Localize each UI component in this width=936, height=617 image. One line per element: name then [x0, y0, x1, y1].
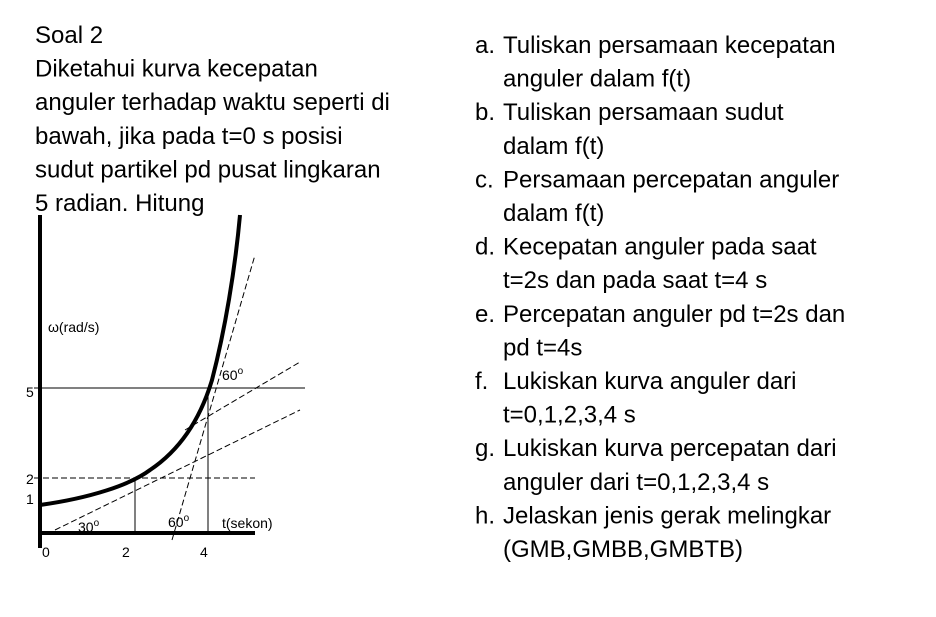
degree-sign: o [94, 518, 100, 529]
y-tick-label: 2 [26, 471, 34, 487]
question-line: Jelaskan jenis gerak melingkar [503, 502, 831, 529]
intro-line: Diketahui kurva kecepatan [35, 56, 318, 83]
intro-line: bawah, jika pada t=0 s posisi [35, 123, 343, 150]
y-axis-label: ω(rad/s) [48, 319, 99, 335]
question-letter: d. [475, 234, 495, 261]
question-line: anguler dalam f(t) [503, 66, 691, 93]
question-letter: h. [475, 502, 495, 529]
intro-line: 5 radian. Hitung [35, 190, 204, 217]
angle-label: 60o [222, 366, 244, 383]
curve [39, 214, 242, 507]
question-line: dalam f(t) [503, 200, 604, 227]
x-tick-label: 2 [122, 544, 130, 560]
question-letter: e. [475, 301, 495, 328]
degree-sign: o [238, 366, 244, 377]
graph-lines [34, 214, 305, 548]
question-letter: f. [475, 368, 488, 395]
x-axis-label: t(sekon) [222, 515, 273, 531]
intro-line: sudut partikel pd pusat lingkaran [35, 156, 381, 183]
question-letter: b. [475, 99, 495, 126]
question-letter: a. [475, 32, 495, 59]
intro-line: anguler terhadap waktu seperti di [35, 89, 390, 116]
question-line: Tuliskan persamaan kecepatan [503, 32, 836, 59]
y-tick-label: 5 [26, 384, 34, 400]
question-letter: g. [475, 435, 495, 462]
question-line: Kecepatan anguler pada saat [503, 234, 817, 261]
question-letter: c. [475, 166, 494, 193]
question-line: Persamaan percepatan anguler [503, 166, 839, 193]
angle-label: 60o [168, 513, 190, 530]
question-line: pd t=4s [503, 334, 582, 361]
question-line: dalam f(t) [503, 133, 604, 160]
title: Soal 2 [35, 22, 103, 49]
question-line: t=2s dan pada saat t=4 s [503, 267, 767, 294]
question-line: Percepatan anguler pd t=2s dan [503, 301, 845, 328]
question-line: Lukiskan kurva anguler dari [503, 368, 797, 395]
question-line: Tuliskan persamaan sudut [503, 99, 784, 126]
x-tick-label: 0 [42, 544, 50, 560]
question-line: t=0,1,2,3,4 s [503, 402, 636, 429]
tangent-line [171, 254, 256, 541]
x-tick-label: 4 [200, 544, 208, 560]
degree-sign: o [184, 513, 190, 524]
y-tick-label: 1 [26, 491, 34, 507]
tangent-line [54, 409, 301, 531]
question-line: Lukiskan kurva percepatan dari [503, 435, 837, 462]
question-line: anguler dari t=0,1,2,3,4 s [503, 469, 769, 496]
question-line: (GMB,GMBB,GMBTB) [503, 536, 743, 563]
texts: Soal 2 Diketahui kurva kecepatan anguler t… [26, 22, 845, 563]
tangent-line [184, 361, 301, 431]
